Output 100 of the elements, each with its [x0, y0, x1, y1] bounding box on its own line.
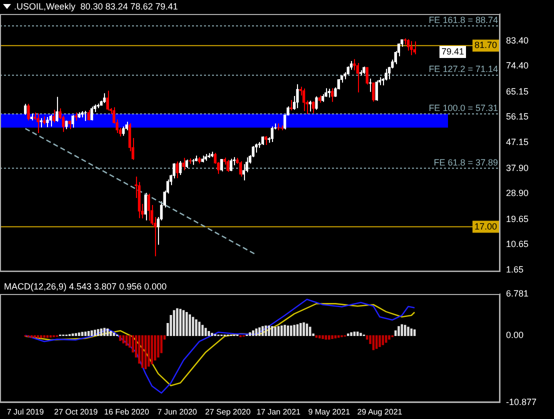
candlestick	[366, 66, 368, 86]
x-tick-label: 7 Jul 2019	[6, 407, 44, 416]
candlestick	[375, 80, 378, 102]
candlestick	[230, 158, 232, 172]
y-tick-label: 83.40	[506, 35, 529, 46]
candlestick	[368, 78, 372, 92]
y-tick-label: 1.65	[506, 264, 524, 274]
ref-line-label: 81.70	[474, 40, 497, 50]
bar	[410, 328, 413, 336]
candlestick	[90, 106, 94, 121]
bar	[400, 324, 404, 336]
candlestick	[182, 157, 185, 171]
y-tick-label: 10.65	[506, 239, 529, 250]
candlestick	[356, 62, 359, 93]
candlestick	[270, 126, 274, 142]
candlestick	[242, 164, 245, 181]
bar	[81, 332, 84, 336]
candlestick	[179, 160, 182, 176]
bar	[290, 325, 292, 336]
bar	[100, 328, 102, 336]
ref-line-label: FE 61.8 = 37.89	[434, 157, 498, 168]
candlestick	[71, 114, 74, 128]
y-tick-label: 74.40	[506, 60, 529, 71]
bar	[398, 326, 400, 336]
bar	[78, 332, 80, 336]
candlestick	[52, 109, 56, 123]
candlestick	[147, 193, 150, 222]
bar	[284, 324, 286, 336]
bar	[388, 335, 390, 340]
candlestick	[84, 110, 87, 122]
bar	[198, 322, 200, 336]
bar	[96, 329, 100, 336]
y-tick-label: 47.15	[506, 136, 529, 147]
y-tick-label: 37.90	[506, 162, 529, 173]
candlestick	[353, 58, 356, 71]
candlestick	[302, 88, 306, 112]
candlestick	[226, 159, 230, 172]
candlestick	[49, 114, 52, 128]
bar	[40, 335, 42, 338]
bar	[318, 335, 321, 338]
candlestick	[315, 96, 318, 110]
bar	[271, 326, 274, 336]
bar	[204, 328, 207, 336]
ref-line-label: FE 100.0 = 57.31	[428, 102, 498, 113]
bar	[186, 312, 188, 336]
bar	[84, 332, 87, 336]
bar	[148, 335, 150, 367]
candlestick	[220, 158, 223, 172]
x-tick-label: 27 Oct 2019	[54, 407, 98, 416]
bar	[74, 333, 78, 336]
bar	[248, 332, 252, 336]
bar	[179, 308, 182, 336]
bar	[331, 335, 334, 340]
candlestick	[46, 116, 49, 128]
bar	[308, 326, 312, 336]
candlestick	[296, 84, 299, 109]
y-tick-label: -10.877	[506, 396, 537, 407]
chart-title: .USOIL,Weekly 80.30 83.24 78.62 79.41	[14, 1, 178, 12]
candlestick	[239, 160, 242, 178]
bar	[262, 326, 264, 336]
x-tick-label: 7 Jun 2020	[157, 407, 198, 416]
candlestick	[24, 103, 27, 116]
bar	[407, 326, 410, 336]
y-tick-label: 6.781	[506, 288, 529, 298]
bar	[90, 330, 93, 336]
y-tick-label: 19.65	[506, 214, 529, 224]
bar	[119, 335, 122, 341]
candlestick	[176, 161, 179, 179]
bar	[188, 314, 192, 336]
candlestick	[87, 110, 90, 121]
bar	[110, 331, 112, 336]
y-tick-label: 65.15	[506, 86, 529, 96]
bar	[353, 332, 356, 336]
candlestick	[27, 103, 30, 121]
candlestick	[410, 40, 413, 56]
bar	[264, 325, 267, 336]
candlestick	[144, 192, 147, 221]
y-tick-label: 28.90	[506, 188, 529, 198]
bar	[300, 323, 302, 336]
bar	[208, 331, 210, 336]
ref-line-label: FE 161.8 = 88.74	[428, 14, 498, 25]
bar	[280, 325, 283, 336]
bar	[138, 335, 140, 364]
bar	[296, 324, 299, 336]
candlestick	[413, 40, 416, 55]
y-tick-label: 0.00	[506, 330, 524, 340]
candlestick	[122, 126, 125, 136]
candlestick	[36, 112, 40, 134]
candlestick	[406, 38, 410, 52]
bar	[277, 326, 280, 336]
bar	[157, 335, 160, 358]
x-tick-label: 9 May 2021	[308, 407, 351, 416]
bar	[43, 335, 46, 338]
x-tick-label: 29 Aug 2021	[357, 407, 403, 416]
chart-title: MACD(12,26,9) 4.543 3.807 0.956 0.000	[4, 281, 167, 292]
bar	[30, 335, 33, 338]
candlestick	[106, 90, 109, 111]
bar	[274, 326, 276, 336]
bar	[306, 324, 308, 336]
bar	[106, 328, 109, 336]
